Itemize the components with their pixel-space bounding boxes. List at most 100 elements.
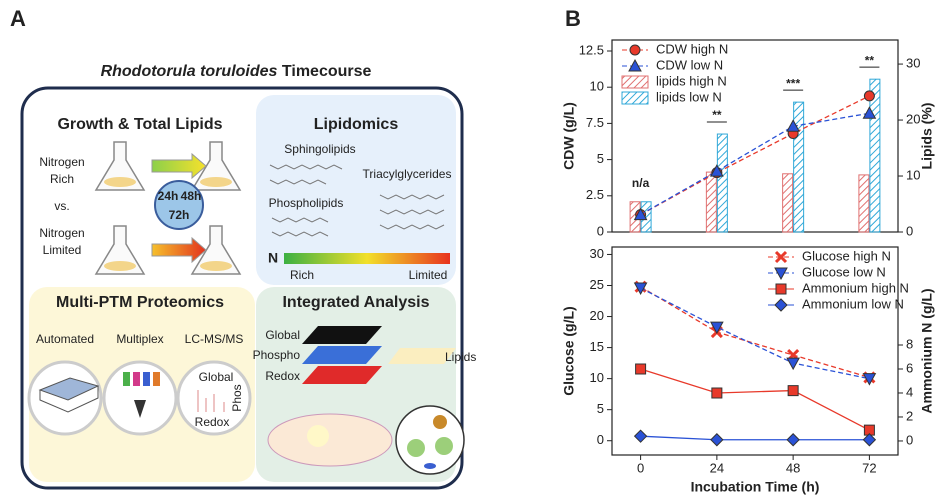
y2-tick-label: 6 [906, 360, 913, 375]
time: 24h [158, 189, 179, 203]
y2-tick-label: 10 [906, 167, 920, 182]
y2-tick-label: 8 [906, 336, 913, 351]
legend-marker [775, 283, 787, 295]
growth-title: Growth & Total Lipids [57, 116, 222, 133]
lipids-label: Lipids [445, 350, 476, 364]
marker [862, 106, 877, 119]
marker [786, 357, 800, 371]
plot-frame [611, 246, 899, 456]
y-tick-label: 2.5 [586, 187, 604, 202]
line [640, 287, 870, 380]
y-tick-label: 0 [597, 223, 604, 238]
x-tick-label: 0 [637, 460, 644, 475]
lipid-class: Triacylglycerides [363, 167, 452, 181]
marker [633, 429, 648, 443]
y-tick-label: 25 [590, 277, 604, 292]
quad-lipidomics [256, 95, 456, 285]
marker [633, 207, 648, 221]
marker [711, 387, 723, 399]
panel-label: A [10, 6, 26, 31]
step: LC-MS/MS [185, 332, 244, 346]
marker [710, 321, 724, 335]
lipidomics-title: Lipidomics [314, 116, 399, 133]
legend-label: Ammonium high N [802, 280, 909, 295]
y-tick-label: 5 [597, 151, 604, 166]
legend-swatch [621, 75, 649, 89]
y-tick-label: 5 [597, 401, 604, 416]
ms-phos: Phos [230, 384, 244, 411]
legend-marker [774, 250, 788, 264]
n-limited: Limited [409, 268, 448, 282]
vs: vs. [54, 199, 69, 213]
title-rest: Timecourse [282, 63, 372, 80]
ms-redox: Redox [195, 415, 230, 429]
bar [858, 174, 870, 233]
line [640, 368, 870, 431]
proteomics-title: Multi-PTM Proteomics [56, 294, 224, 311]
y-axis-label: Glucose (g/L) [561, 306, 577, 395]
legend-label: lipids low N [656, 89, 722, 104]
cell [267, 413, 393, 467]
legend-label: CDW high N [656, 41, 728, 56]
flasks [94, 141, 242, 275]
layer [302, 366, 382, 384]
y2-axis-label: Ammonium N (g/L) [919, 288, 935, 413]
zoom-content [407, 415, 453, 469]
y2-tick-label: 0 [906, 432, 913, 447]
marker [787, 385, 799, 397]
marker [863, 424, 875, 436]
n-gradient [284, 253, 450, 264]
marker [786, 119, 800, 132]
marker [863, 90, 875, 102]
y2-tick-label: 20 [906, 111, 920, 126]
layer [302, 346, 382, 364]
lipid-class: Phospholipids [269, 196, 344, 210]
marker [635, 363, 647, 375]
x-axis-label: Incubation Time (h) [691, 479, 820, 495]
bar [869, 78, 881, 233]
line [640, 435, 870, 441]
y2-tick-label: 0 [906, 223, 913, 238]
x-tick-label: 48 [786, 460, 800, 475]
arrow-rich [151, 152, 207, 180]
y-tick-label: 20 [590, 308, 604, 323]
annotation: ** [865, 53, 875, 67]
rich-1: Nitrogen [39, 155, 84, 169]
legend-marker [629, 44, 641, 56]
time: 72h [169, 208, 190, 222]
legend-label: Ammonium low N [802, 296, 904, 311]
line [640, 286, 870, 379]
y-axis-label: CDW (g/L) [561, 102, 577, 170]
legend-marker [774, 267, 788, 281]
zoom [395, 405, 465, 475]
layer-label: Global [265, 328, 300, 342]
annotation: n/a [632, 176, 650, 190]
limited-2: Limited [43, 243, 82, 257]
y2-tick-label: 30 [906, 56, 920, 71]
marker [710, 164, 724, 177]
n-label: N [268, 250, 278, 266]
bar [705, 171, 717, 233]
panel-title: Rhodotorula toruloides Timecourse [101, 63, 372, 80]
marker [862, 433, 877, 447]
y-tick-label: 30 [590, 246, 604, 261]
clock [154, 180, 204, 230]
marker [862, 373, 877, 386]
layer-label: Phospho [253, 348, 301, 362]
structures [269, 164, 445, 237]
y-tick-label: 10 [590, 370, 604, 385]
tubes [123, 372, 160, 418]
marker [633, 282, 648, 296]
bar [782, 173, 794, 233]
x-tick-label: 24 [710, 460, 724, 475]
legend-label: lipids high N [656, 73, 727, 88]
rich-2: Rich [50, 172, 74, 186]
legend-marker [628, 58, 642, 72]
plate-side [39, 386, 99, 413]
layer [302, 326, 382, 344]
legend-label: CDW low N [656, 57, 723, 72]
cells [104, 177, 232, 271]
y2-tick-label: 4 [906, 384, 913, 399]
legend-marker [774, 298, 788, 312]
